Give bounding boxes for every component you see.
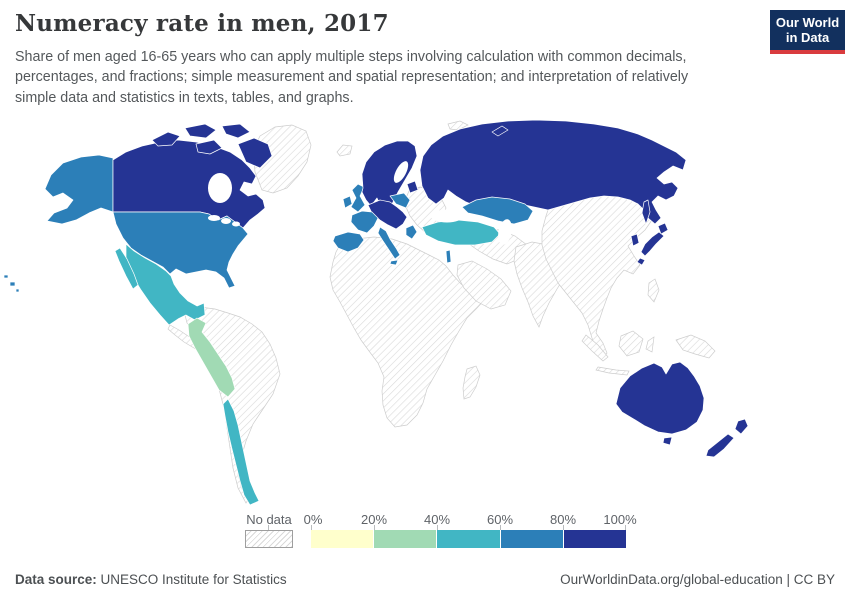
landmass-iceland[interactable]	[336, 144, 353, 157]
country-russia-sakhalin[interactable]	[641, 199, 651, 225]
landmass-borneo[interactable]	[618, 330, 644, 357]
country-russia-novaya-zemlya[interactable]	[491, 125, 509, 137]
country-canada-arctic-4[interactable]	[195, 139, 223, 155]
baltic-sea	[393, 161, 409, 183]
country-israel[interactable]	[445, 249, 452, 264]
great-lake-2	[221, 218, 231, 224]
chart-subtitle: Share of men aged 16-65 years who can ap…	[15, 49, 689, 106]
world-map	[0, 112, 850, 514]
legend-bin-0-20[interactable]	[311, 530, 375, 548]
license-link[interactable]: OurWorldinData.org/global-education | CC…	[560, 572, 835, 587]
chart-footer: Data source: UNESCO Institute for Statis…	[15, 572, 835, 587]
landmass-sulawesi[interactable]	[645, 336, 655, 353]
country-chile[interactable]	[222, 398, 260, 506]
country-alaska-usa[interactable]	[44, 154, 114, 225]
country-france[interactable]	[350, 210, 379, 234]
legend-tick-100: 100%	[603, 512, 637, 527]
legend-bin-20-40[interactable]	[374, 530, 438, 548]
world-map-svg	[3, 119, 749, 506]
legend-no-data-swatch[interactable]	[245, 530, 293, 548]
country-australia-tasmania[interactable]	[662, 436, 673, 446]
country-mexico[interactable]	[125, 243, 206, 326]
country-baltics[interactable]	[406, 180, 419, 194]
country-australia[interactable]	[615, 361, 705, 435]
country-canada-arctic-3[interactable]	[221, 123, 251, 139]
caspian-sea	[498, 219, 512, 245]
owid-logo-accent-stripe	[770, 50, 845, 54]
landmass-java[interactable]	[595, 366, 630, 376]
legend-boundary-tick-0	[311, 525, 312, 530]
landmass-new-guinea[interactable]	[675, 334, 716, 359]
legend-bin-80-100[interactable]	[563, 530, 627, 548]
legend-colorbar	[311, 530, 627, 548]
landmass-svalbard[interactable]	[447, 120, 469, 131]
legend-boundary-tick-5	[625, 525, 626, 530]
legend-boundary-tick-1	[374, 525, 375, 530]
country-new-zealand-north[interactable]	[734, 418, 749, 435]
owid-logo-line1: Our World	[775, 15, 840, 30]
owid-logo-line2: in Data	[785, 30, 830, 45]
country-canada-arctic-2[interactable]	[184, 123, 217, 139]
chart-header: Numeracy rate in men, 2017 Share of men …	[15, 10, 760, 108]
country-italy[interactable]	[377, 226, 401, 260]
legend-no-data-label: No data	[246, 512, 292, 527]
legend-bin-40-60[interactable]	[437, 530, 501, 548]
country-turkey[interactable]	[421, 219, 501, 246]
data-source-label: Data source:	[15, 572, 97, 587]
country-japan-kyushu[interactable]	[636, 257, 646, 266]
data-source-value: UNESCO Institute for Statistics	[96, 572, 287, 587]
country-japan-hokkaido[interactable]	[657, 222, 669, 235]
legend-boundary-tick-3	[500, 525, 501, 530]
country-peru-ecuador[interactable]	[187, 317, 236, 398]
country-japan-honshu[interactable]	[640, 231, 665, 257]
country-central-europe[interactable]	[367, 199, 408, 230]
legend-tick-0: 0%	[303, 512, 323, 527]
hudson-bay	[208, 173, 232, 203]
country-new-zealand-south[interactable]	[705, 433, 735, 458]
great-lake-3	[232, 221, 240, 227]
country-canada-arctic-1[interactable]	[151, 131, 181, 147]
legend-no-data-tick	[268, 525, 269, 530]
country-mexico-baja[interactable]	[114, 247, 139, 290]
legend-boundary-tick-2	[437, 525, 438, 530]
country-poland[interactable]	[389, 192, 411, 209]
landmass-madagascar[interactable]	[462, 365, 481, 400]
country-italy-sicily[interactable]	[389, 259, 399, 266]
landmass-sumatra[interactable]	[581, 334, 609, 362]
country-ireland[interactable]	[342, 195, 353, 209]
landmass-africa	[329, 236, 488, 428]
black-sea	[431, 209, 463, 223]
country-usa[interactable]	[112, 211, 249, 289]
country-south-korea[interactable]	[630, 233, 640, 247]
landmass-arabia	[456, 260, 512, 310]
country-iberia[interactable]	[332, 231, 365, 253]
legend-tick-40: 40%	[423, 512, 451, 527]
data-source: Data source: UNESCO Institute for Statis…	[15, 572, 287, 587]
country-greece[interactable]	[405, 224, 418, 240]
page-title: Numeracy rate in men, 2017	[15, 10, 389, 37]
landmass-philippines[interactable]	[647, 278, 660, 303]
owid-logo[interactable]: Our World in Data	[770, 10, 845, 54]
legend-tick-20: 20%	[360, 512, 388, 527]
legend-tick-80: 80%	[549, 512, 577, 527]
country-kazakhstan[interactable]	[461, 196, 534, 225]
country-hawaii-usa[interactable]	[3, 274, 20, 293]
legend-tick-60: 60%	[486, 512, 514, 527]
great-lake-1	[208, 215, 220, 221]
legend-bin-60-80[interactable]	[500, 530, 564, 548]
country-canada-baffin[interactable]	[237, 137, 273, 169]
country-united-kingdom[interactable]	[350, 183, 366, 213]
legend-boundary-tick-4	[563, 525, 564, 530]
